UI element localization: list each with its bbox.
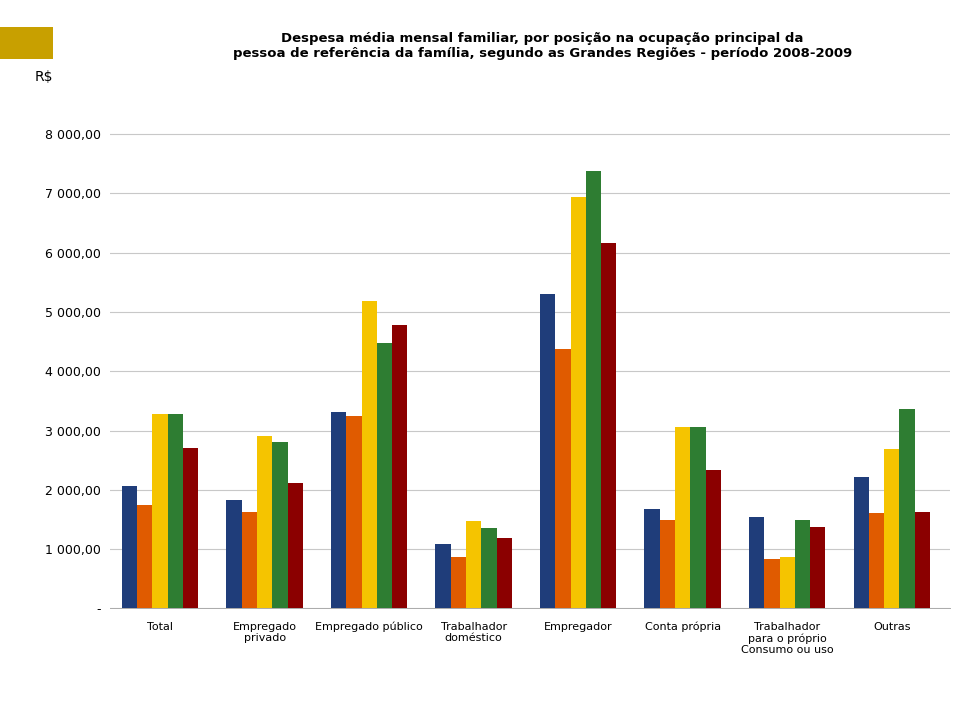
Bar: [168, 414, 183, 608]
Bar: [853, 477, 869, 608]
Bar: [706, 470, 721, 608]
Bar: [242, 513, 257, 608]
Bar: [810, 526, 826, 608]
Bar: [451, 557, 466, 608]
Bar: [570, 197, 586, 608]
Bar: [915, 513, 930, 608]
Bar: [749, 517, 764, 608]
Bar: [481, 528, 496, 608]
Bar: [362, 301, 377, 608]
Bar: [227, 500, 242, 608]
Bar: [466, 521, 481, 608]
Bar: [496, 538, 512, 608]
Bar: [764, 559, 780, 608]
Bar: [900, 408, 915, 608]
Bar: [331, 412, 347, 608]
Text: Despesa média mensal familiar, por posição na ocupação principal da
pessoa de re: Despesa média mensal familiar, por posiç…: [232, 32, 852, 60]
Bar: [273, 442, 288, 608]
Bar: [183, 449, 199, 608]
Bar: [644, 509, 660, 608]
Bar: [884, 449, 900, 608]
Text: IBGE: IBGE: [889, 20, 936, 38]
Text: R$: R$: [35, 71, 54, 84]
Bar: [288, 483, 302, 608]
Bar: [257, 436, 273, 608]
Bar: [660, 520, 675, 608]
Bar: [555, 348, 570, 608]
Bar: [377, 343, 392, 608]
Bar: [586, 171, 601, 608]
Bar: [392, 325, 407, 608]
Bar: [153, 414, 168, 608]
Bar: [601, 243, 616, 608]
Bar: [347, 415, 362, 608]
Bar: [869, 513, 884, 608]
Bar: [690, 427, 706, 608]
Bar: [540, 294, 555, 608]
Bar: [436, 544, 451, 608]
Bar: [0, 27, 53, 59]
Bar: [137, 505, 153, 608]
Bar: [122, 486, 137, 608]
Bar: [780, 557, 795, 608]
Bar: [795, 520, 810, 608]
Bar: [675, 427, 690, 608]
